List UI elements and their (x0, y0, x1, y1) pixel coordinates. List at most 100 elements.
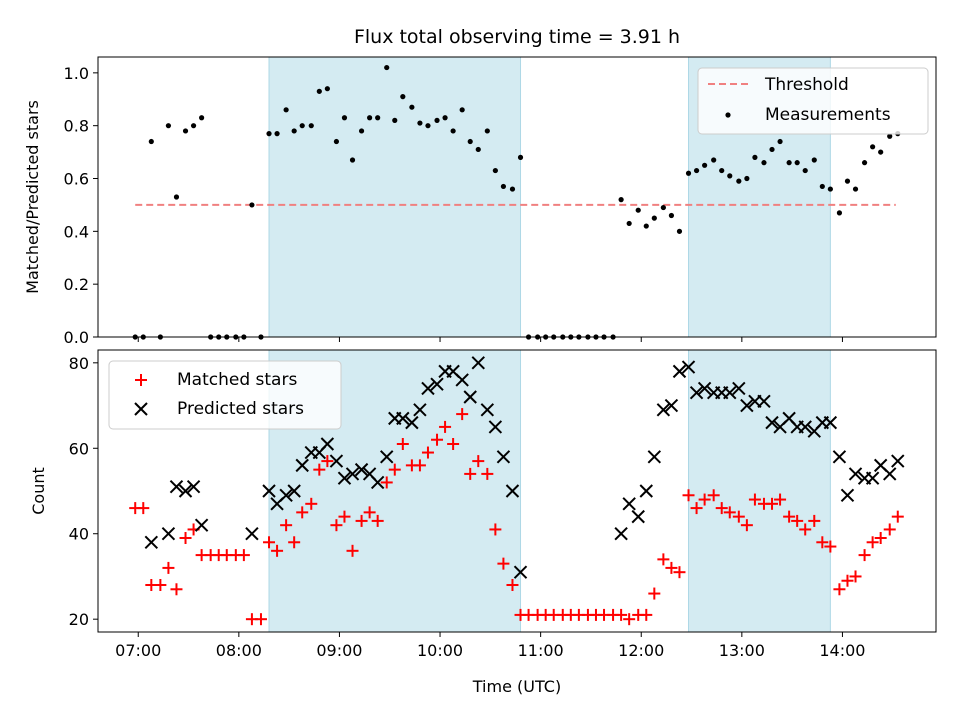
measurement-point (786, 160, 792, 166)
measurement-point (736, 178, 742, 184)
matched-star-point (237, 549, 250, 562)
measurement-point (367, 115, 373, 121)
bottom-x-tick-label: 14:00 (819, 641, 865, 660)
predicted-star-point (513, 565, 528, 579)
measurement-point (425, 123, 431, 129)
predicted-star-point (405, 415, 419, 430)
measurement-point (199, 115, 205, 121)
predicted-star-point (723, 386, 737, 400)
measurement-point (434, 117, 440, 123)
measurement-point (685, 170, 692, 176)
measurement-point (249, 202, 255, 208)
matched-star-point (791, 514, 804, 527)
matched-star-point (640, 608, 653, 621)
matched-star-point (413, 459, 426, 472)
matched-star-point (154, 579, 167, 591)
predicted-star-point (320, 437, 335, 451)
bottom-y-tick-label: 20 (69, 610, 89, 629)
measurement-point (400, 94, 406, 100)
matched-star-point (421, 446, 434, 459)
measurement-point (333, 138, 340, 145)
top-legend-label-threshold: Threshold (764, 75, 849, 95)
bottom-axes-frame (97, 349, 937, 633)
measurement-point (878, 149, 884, 155)
bottom-y-axis-label: Count (29, 467, 48, 515)
matched-star-point (396, 438, 409, 450)
matched-star-point (799, 523, 812, 536)
measurement-point (324, 86, 330, 92)
measurement-point (467, 138, 473, 145)
measurement-point (517, 154, 524, 160)
measurement-point (887, 133, 893, 139)
measurement-point (459, 107, 465, 113)
matched-star-point (506, 579, 519, 591)
bottom-x-ticks: 07:00 08:00 09:00 10:00 11:00 12:00 13:00 14:00 (115, 632, 865, 660)
predicted-star-point (396, 411, 410, 426)
measurement-point (173, 194, 180, 200)
matched-star-point (858, 549, 871, 562)
measurement-point (744, 175, 750, 182)
matched-star-point (883, 523, 896, 536)
measurement-point (777, 138, 783, 145)
matched-star-point (456, 408, 469, 421)
predicted-star-point (287, 484, 301, 498)
bottom-legend-box (108, 360, 342, 430)
predicted-star-point (656, 403, 671, 417)
matched-star-point (723, 506, 736, 519)
matched-star-point (808, 514, 821, 527)
measurement-point (316, 88, 322, 94)
bottom-x-tick-label: 09:00 (316, 641, 362, 660)
predicted-star-point (295, 458, 309, 473)
predicted-star-point (245, 527, 259, 541)
measurement-point (827, 186, 833, 192)
matched-star-point (338, 510, 351, 523)
measurement-point (727, 173, 733, 179)
measurement-point (148, 138, 154, 145)
matched-star-point (137, 502, 150, 515)
matched-star-point (388, 463, 401, 476)
matched-star-point (715, 502, 728, 515)
predicted-star-point (740, 398, 754, 413)
top-legend: Threshold Measurements (697, 67, 929, 135)
matched-star-point (271, 544, 284, 557)
measurement-point (291, 128, 297, 134)
predicted-star-point (865, 471, 880, 485)
bottom-x-tick-label: 12:00 (618, 641, 664, 660)
matched-star-point (346, 544, 359, 557)
bottom-series (129, 356, 905, 626)
predicted-star-point (798, 420, 812, 434)
predicted-star-point (689, 386, 704, 400)
predicted-star-point (480, 403, 495, 417)
matched-star-point (833, 583, 846, 596)
measurement-point (274, 131, 280, 137)
measurement-point (409, 104, 415, 110)
matched-star-point (355, 514, 368, 527)
matched-star-point (673, 566, 686, 579)
matched-star-point (783, 510, 796, 523)
matched-star-point (162, 561, 175, 574)
matched-star-point (371, 514, 384, 527)
measurement-point (266, 131, 272, 137)
predicted-star-point (161, 527, 176, 541)
predicted-star-point (732, 381, 746, 396)
top-legend-label-measurements: Measurements (765, 105, 891, 125)
measurement-point (500, 183, 507, 190)
matched-star-point (766, 497, 779, 510)
matched-star-point (891, 510, 904, 523)
matched-star-point (489, 523, 502, 536)
matched-star-point (740, 519, 753, 532)
predicted-star-point (848, 467, 863, 481)
measurement-point (676, 228, 683, 234)
matched-star-point (363, 506, 376, 519)
matched-star-point (824, 540, 837, 553)
predicted-legend-x (134, 402, 148, 416)
predicted-star-point (421, 381, 435, 396)
measurement-point (299, 123, 305, 129)
measurement-point (182, 128, 189, 134)
top-y-tick-label: 0.8 (64, 117, 89, 136)
measurement-point (635, 207, 641, 213)
measurement-point (870, 144, 876, 150)
matched-star-point (263, 536, 276, 549)
matched-star-point (665, 561, 678, 574)
predicted-star-point (463, 390, 477, 404)
